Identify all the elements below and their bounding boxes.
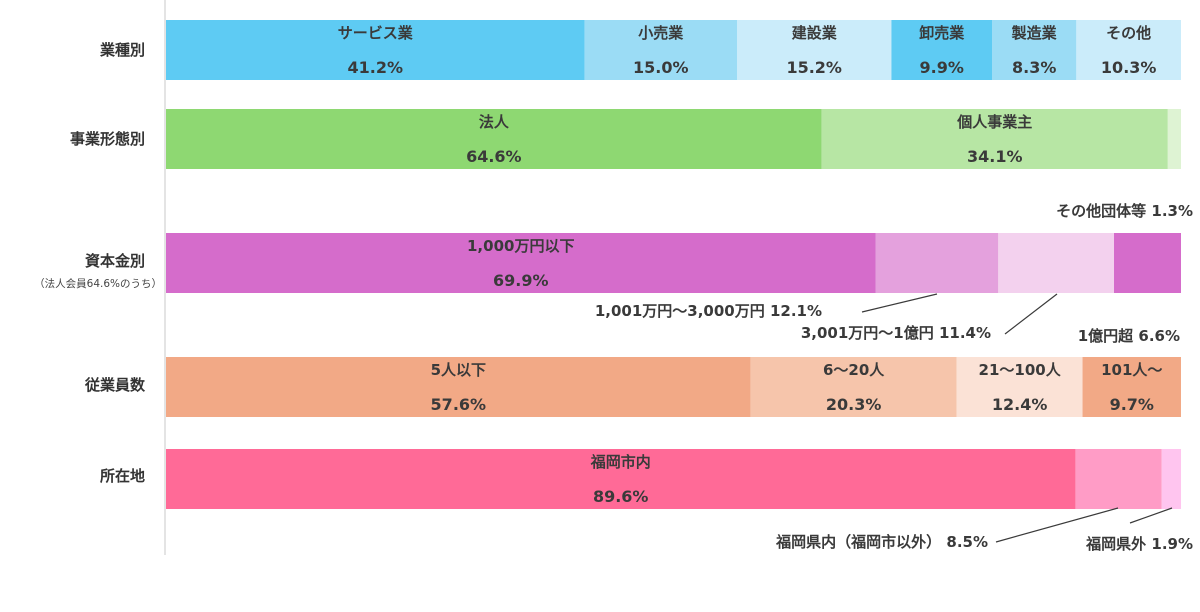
segment-name-r0-s2: 建設業 [792, 24, 838, 42]
segment-name-r0-s1: 小売業 [638, 24, 684, 42]
row-sublabel-capital: （法人会員64.6%のうち） [34, 277, 162, 290]
bar-segment-r1-s2 [1167, 109, 1182, 169]
segment-value-r0-s5: 10.3% [1101, 58, 1157, 77]
bar-segment-r3-s0 [166, 357, 751, 417]
bar-segment-r2-s2 [998, 233, 1115, 293]
callout-line-kennai [995, 507, 1119, 543]
segment-name-r0-s5: その他 [1106, 24, 1151, 42]
segment-name-r3-s3: 101人～ [1101, 361, 1162, 379]
bar-segment-r4-s2 [1161, 449, 1182, 509]
bar-segment-r4-s1 [1075, 449, 1162, 509]
row-label-industry: 業種別 [99, 41, 145, 59]
segment-value-r4-s0: 89.6% [593, 487, 649, 506]
segment-name-r3-s1: 6～20人 [823, 361, 885, 379]
segment-name-r0-s3: 卸売業 [919, 24, 965, 42]
segment-name-r4-s0: 福岡市内 [590, 453, 651, 471]
bar-segment-r1-s0 [166, 109, 822, 169]
row-label-capital: 資本金別 [85, 252, 145, 270]
bar-segment-r3-s1 [750, 357, 957, 417]
bar-segment-r2-s1 [875, 233, 999, 293]
callout-line-3001-1oku [1004, 293, 1058, 335]
segment-value-r0-s1: 15.0% [633, 58, 689, 77]
label-3001-1oku: 3,001万円～1億円 11.4% [801, 324, 991, 342]
segment-value-r3-s1: 20.3% [826, 395, 882, 414]
segment-value-r1-s0: 64.6% [466, 147, 522, 166]
row-label-employees: 従業員数 [84, 376, 146, 394]
callout-line-kengai [1129, 507, 1173, 524]
segment-value-r1-s1: 34.1% [967, 147, 1023, 166]
bar-segment-r4-s0 [166, 449, 1076, 509]
segment-name-r3-s2: 21～100人 [979, 361, 1062, 379]
bar-segment-r0-s5 [1076, 20, 1181, 80]
segment-value-r2-s0: 69.9% [493, 271, 549, 290]
callout-line-1001-3000 [861, 293, 938, 313]
segment-value-r0-s2: 15.2% [786, 58, 842, 77]
label-1oku-over: 1億円超 6.6% [1078, 327, 1180, 345]
bar-segment-r2-s3 [1114, 233, 1181, 293]
inside-labels: サービス業 41.2% 小売業 15.0% 建設業 15.2% 卸売業 9.9% 製造業 8.3%… [338, 24, 1163, 506]
segment-value-r0-s3: 9.9% [920, 58, 964, 77]
segment-value-r3-s2: 12.4% [992, 395, 1048, 414]
segment-value-r3-s0: 57.6% [431, 395, 487, 414]
bar-segment-r2-s0 [166, 233, 876, 293]
segment-name-r0-s0: サービス業 [338, 24, 414, 42]
label-sonota-dantai: その他団体等 1.3% [1056, 202, 1193, 220]
bar-segment-r3-s2 [956, 357, 1083, 417]
label-kengai: 福岡県外 1.9% [1085, 535, 1193, 553]
segment-name-r2-s0: 1,000万円以下 [467, 237, 574, 255]
bar-segment-r0-s3 [891, 20, 993, 80]
segment-value-r0-s0: 41.2% [348, 58, 404, 77]
bar-segment-r3-s3 [1082, 357, 1181, 417]
row-label-business-form: 事業形態別 [70, 130, 145, 148]
segment-name-r0-s4: 製造業 [1011, 24, 1058, 42]
bar-segment-r0-s4 [992, 20, 1077, 80]
label-kennai: 福岡県内（福岡市以外） 8.5% [775, 533, 988, 551]
bar-segment-r0-s1 [584, 20, 737, 80]
segment-value-r3-s3: 9.7% [1110, 395, 1154, 414]
segment-value-r0-s4: 8.3% [1012, 58, 1056, 77]
segment-name-r1-s0: 法人 [479, 113, 510, 131]
label-1001-3000: 1,001万円～3,000万円 12.1% [595, 302, 822, 320]
bar-segment-r1-s1 [821, 109, 1168, 169]
segment-name-r3-s0: 5人以下 [431, 361, 486, 379]
segment-name-r1-s1: 個人事業主 [956, 113, 1032, 131]
row-label-location: 所在地 [100, 467, 145, 485]
bar-segments [166, 20, 1182, 509]
bar-segment-r0-s2 [737, 20, 892, 80]
bar-segment-r0-s0 [166, 20, 585, 80]
